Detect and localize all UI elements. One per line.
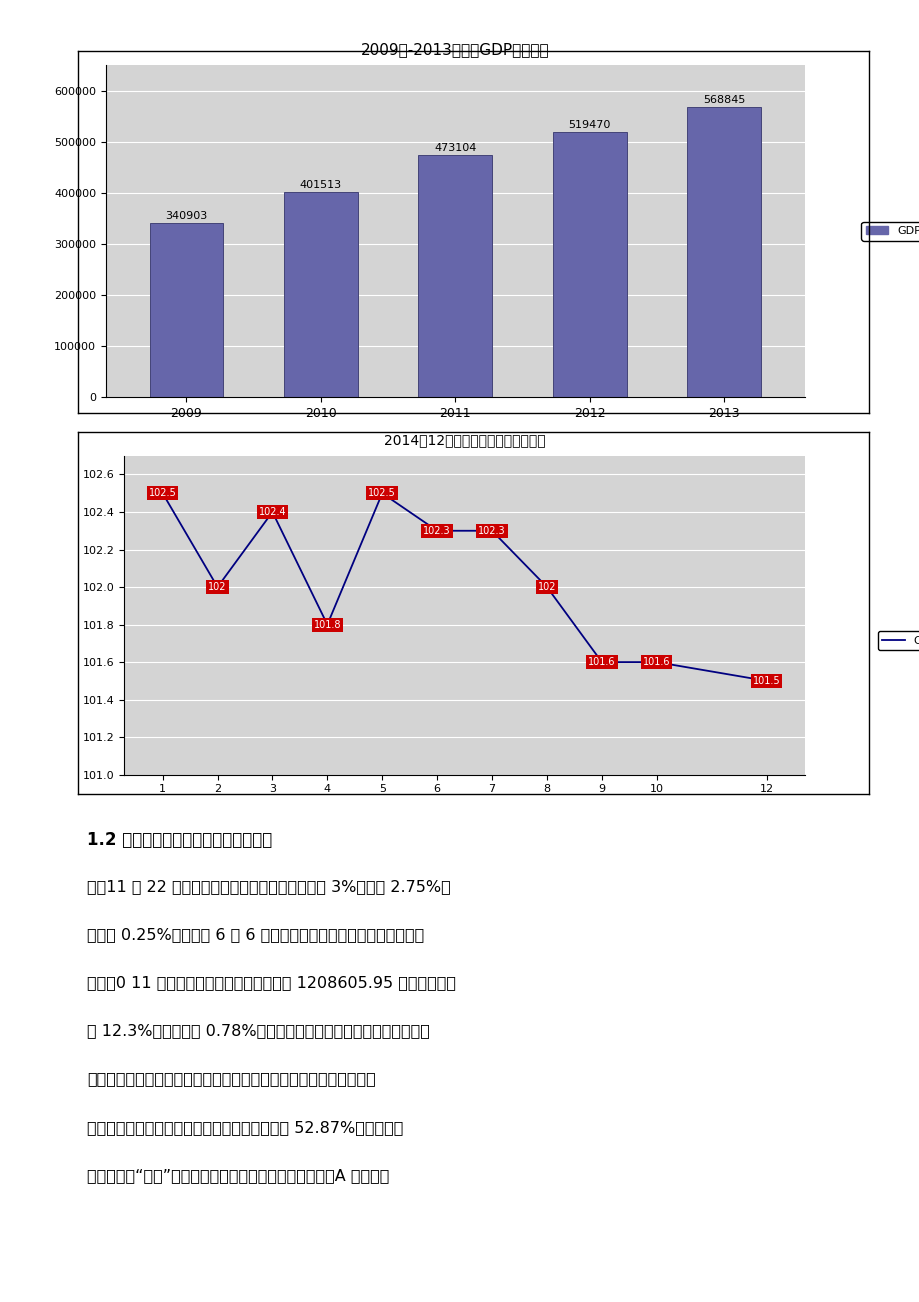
Text: 调使得证券投资的机会成本减少，上市公司的运营成本下降，业绩向: 调使得证券投资的机会成本减少，上市公司的运营成本下降，业绩向 (87, 1072, 376, 1087)
Text: 102.4: 102.4 (258, 506, 286, 517)
Text: 519470: 519470 (568, 120, 610, 130)
Text: 102: 102 (537, 582, 556, 592)
Bar (284, 191, 357, 397)
Text: 102.3: 102.3 (478, 526, 505, 535)
Legend: GDP: GDP (860, 221, 919, 241)
Bar (686, 107, 761, 397)
Text: 101.8: 101.8 (313, 620, 341, 630)
Text: 长 12.3%，环比增长 0.78%，流入证券市场的资金增多。基准利率下: 长 12.3%，环比增长 0.78%，流入证券市场的资金增多。基准利率下 (87, 1023, 430, 1039)
Text: 好，有助于证券市场价格上涨。上证指数涨幅达 52.87%，由熊市转: 好，有助于证券市场价格上涨。上证指数涨幅达 52.87%，由熊市转 (87, 1120, 403, 1135)
Bar (552, 132, 626, 397)
Text: 473104: 473104 (434, 143, 476, 154)
Text: 102.5: 102.5 (149, 488, 176, 499)
Text: 102.3: 102.3 (423, 526, 450, 535)
Text: 568845: 568845 (702, 95, 744, 104)
Text: 340903: 340903 (165, 211, 208, 221)
Text: 101.6: 101.6 (587, 658, 615, 667)
Title: 2009年-2013年全国GDP（亿元）: 2009年-2013年全国GDP（亿元） (360, 42, 550, 57)
Text: 401513: 401513 (300, 180, 342, 190)
Text: 101.5: 101.5 (752, 676, 779, 686)
Text: 为牛市，从“垫底”全球股市跃升为涨幅第一。新年伊始，A 股继续强: 为牛市，从“垫底”全球股市跃升为涨幅第一。新年伊始，A 股继续强 (87, 1168, 390, 1184)
Text: 11 月 22 日，人民存款基准利率再度下调，从 3%调节为 2.75%，: 11 月 22 日，人民存款基准利率再度下调，从 3%调节为 2.75%， (87, 879, 450, 894)
Bar (150, 223, 223, 397)
Text: 102: 102 (208, 582, 227, 592)
Text: 102.5: 102.5 (368, 488, 396, 499)
Title: 2014年12个月的居民西消费价格指数: 2014年12个月的居民西消费价格指数 (383, 434, 545, 448)
Legend: CPI: CPI (877, 631, 919, 650)
Text: 减幅为 0.25%，这是自 6 月 6 日以来帮行第三次下调人民币存款基准: 减幅为 0.25%，这是自 6 月 6 日以来帮行第三次下调人民币存款基准 (87, 927, 425, 943)
Text: 1.2 人民币存款基准利率和货币供应量: 1.2 人民币存款基准利率和货币供应量 (87, 831, 272, 849)
Bar (418, 155, 492, 397)
Text: 101.6: 101.6 (642, 658, 670, 667)
Text: 利率、0 11 月份，我国货币的货币供应量为 1208605.95 亿元，同比增: 利率、0 11 月份，我国货币的货币供应量为 1208605.95 亿元，同比增 (87, 975, 456, 991)
